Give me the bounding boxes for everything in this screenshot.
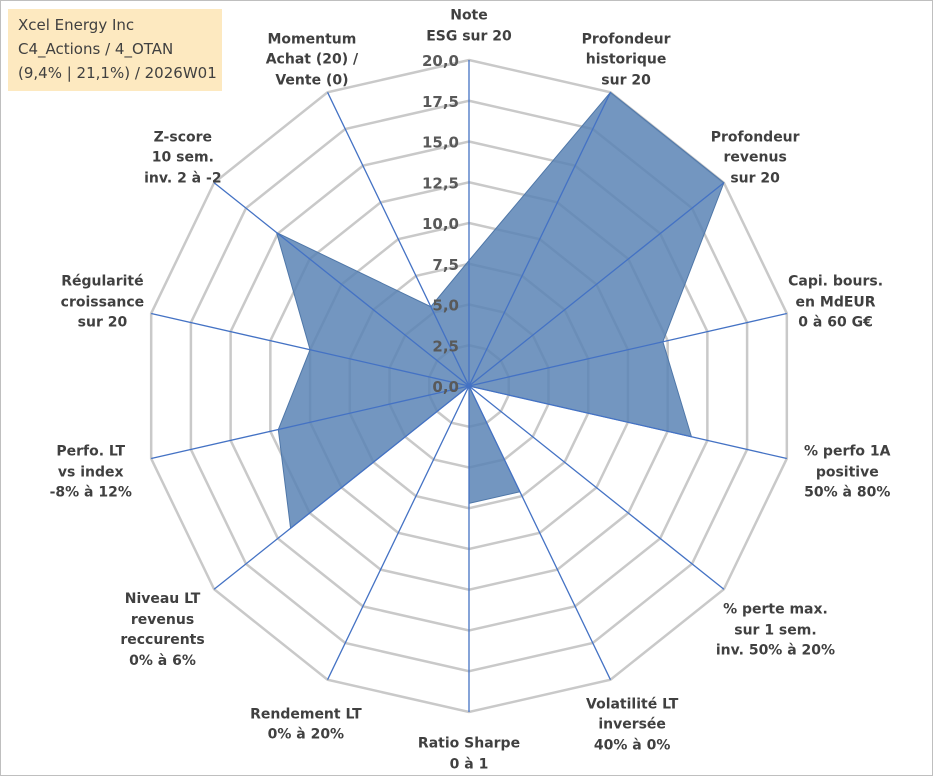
axis-spoke: [213, 385, 470, 590]
title-period: (9,4% | 21,1%) / 2026W01: [18, 64, 217, 82]
category-label-line: Z-score: [153, 129, 213, 146]
category-label-line: sur 20: [77, 314, 128, 331]
category-label-line: revenus: [130, 611, 195, 628]
tick-label: 2,5: [432, 337, 459, 355]
category-label-line: 40% à 0%: [593, 737, 671, 753]
axis-spoke: [151, 312, 470, 387]
category-label-line: inv. 2 à -2: [144, 170, 222, 187]
tick-label: 15,0: [422, 134, 459, 152]
category-label-line: 0% à 20%: [267, 726, 345, 743]
category-label: Capi. bours. en MdEUR 0 à 60 G€: [788, 272, 883, 334]
category-label-line: reccurents: [120, 632, 205, 649]
category-label-line: Profondeur: [710, 129, 800, 146]
tick-label: 7,5: [432, 256, 459, 274]
category-label: Note ESG sur 20: [426, 6, 512, 47]
category-label-line: revenus: [723, 149, 787, 166]
category-label: Profondeur revenus sur 20: [711, 127, 800, 189]
series-area: [275, 91, 725, 530]
axis-spoke: [468, 92, 612, 387]
category-label-line: 0 à 60 G€: [798, 314, 873, 331]
category-label-line: Volatilité LT: [586, 696, 679, 712]
category-label-line: Rendement LT: [250, 706, 362, 723]
category-label-line: Momentum: [267, 31, 357, 48]
category-label-line: 10 sem.: [151, 149, 214, 166]
category-label: Profondeur historique sur 20: [582, 29, 671, 91]
category-label-line: vs index: [57, 464, 124, 481]
category-label-line: Achat (20) /: [265, 51, 359, 68]
category-label-line: Profondeur: [581, 31, 671, 48]
category-label-line: positive: [815, 464, 879, 481]
category-label-line: 50% à 80%: [804, 484, 891, 501]
tick-label: 20,0: [422, 52, 459, 70]
tick-labels: 0,0 2,5 5,0 7,5 10,0 12,5 15,0 17,5 20,0: [422, 52, 459, 396]
axis-spoke: [468, 385, 612, 680]
axis-spoke: [213, 182, 470, 387]
series-layer: [275, 91, 725, 530]
title-box: Xcel Energy Inc C4_Actions / 4_OTAN (9,4…: [8, 9, 222, 91]
axis-spoke: [468, 385, 725, 590]
category-label-line: 0% à 6%: [129, 652, 196, 669]
category-label-line: en MdEUR: [795, 294, 876, 311]
category-label-line: croissance: [60, 294, 145, 311]
category-label-line: Niveau LT: [124, 591, 201, 608]
category-label-line: sur 1 sem.: [734, 622, 817, 639]
category-label-line: % perte max.: [723, 601, 828, 618]
tick-label: 17,5: [422, 93, 459, 111]
axis-spokes: [151, 60, 787, 712]
category-label-line: historique: [585, 51, 667, 68]
category-label-line: inversée: [598, 716, 666, 733]
category-label-line: Capi. bours.: [788, 273, 884, 290]
category-label-line: -8% à 12%: [49, 484, 132, 501]
tick-label: 0,0: [432, 378, 459, 396]
axis-spoke: [468, 312, 787, 387]
category-label-line: Perfo. LT: [56, 443, 126, 460]
category-label-line: 0 à 1: [449, 756, 489, 772]
category-label: Perfo. LT vs index -8% à 12%: [50, 442, 132, 504]
axis-spoke: [468, 182, 725, 387]
category-label-line: Note: [450, 7, 488, 24]
title-company: Xcel Energy Inc: [18, 16, 135, 34]
tick-label: 10,0: [422, 215, 459, 233]
category-label: Z-score 10 sem. inv. 2 à -2: [144, 127, 221, 189]
category-label: Volatilité LT inversée 40% à 0%: [586, 694, 678, 756]
axis-spoke: [468, 385, 787, 460]
axis-spoke: [326, 92, 470, 387]
category-label-line: sur 20: [601, 72, 651, 89]
category-label: % perte max. sur 1 sem. inv. 50% à 20%: [716, 600, 835, 662]
axis-spoke: [326, 385, 470, 680]
category-label-line: sur 20: [730, 170, 780, 187]
title-portfolio: C4_Actions / 4_OTAN: [18, 40, 174, 58]
category-label: Ratio Sharpe 0 à 1: [418, 734, 520, 775]
category-label: Niveau LT revenus reccurents 0% à 6%: [120, 589, 204, 671]
category-label-line: Régularité: [61, 273, 144, 290]
category-label: Régularité croissance sur 20: [61, 272, 145, 334]
tick-label: 12,5: [422, 174, 459, 192]
category-label-line: Vente (0): [275, 72, 349, 89]
axis-spoke: [151, 385, 470, 460]
category-label: Momentum Achat (20) / Vente (0): [266, 29, 358, 91]
category-label-line: ESG sur 20: [426, 28, 512, 44]
category-label-line: inv. 50% à 20%: [715, 642, 836, 659]
category-label: Rendement LT 0% à 20%: [250, 704, 362, 745]
category-label-line: % perfo 1A: [804, 443, 891, 460]
category-label: % perfo 1A positive 50% à 80%: [804, 442, 890, 504]
tick-label: 5,0: [432, 297, 459, 315]
category-label-line: Ratio Sharpe: [417, 735, 521, 752]
